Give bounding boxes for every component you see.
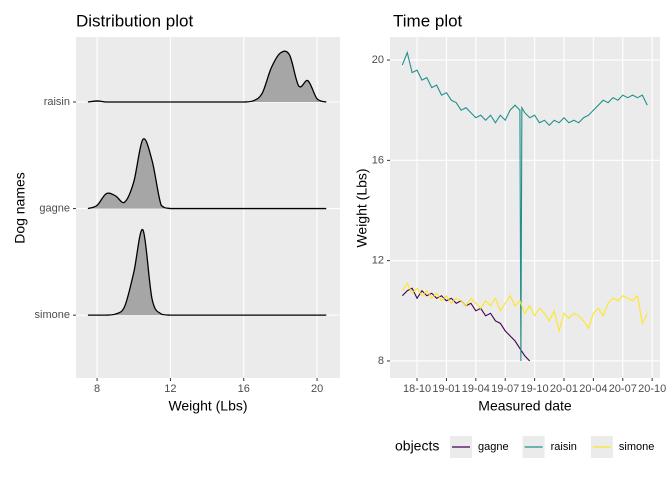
- y-tick-label: 16: [372, 154, 384, 166]
- ridge-area: [87, 138, 327, 209]
- ridge-line: [87, 50, 327, 103]
- y-tick-label: simone: [35, 309, 70, 321]
- chart-title: Distribution plot: [76, 11, 193, 30]
- legend-label: simone: [619, 441, 654, 453]
- y-tick-label: gagne: [39, 202, 70, 214]
- x-tick-label: 20-07: [609, 383, 637, 395]
- x-tick-label: 18-10: [403, 383, 431, 395]
- legend-label: gagne: [478, 441, 509, 453]
- chart-title: Time plot: [393, 11, 463, 30]
- x-axis-title: Measured date: [478, 398, 572, 414]
- y-tick-label: raisin: [44, 96, 70, 108]
- ridge-area: [87, 51, 327, 103]
- y-tick-label: 20: [372, 54, 384, 66]
- y-axis-title: Weight (Lbs): [354, 168, 370, 247]
- ridge-line: [87, 138, 327, 210]
- x-tick-label: 19-04: [462, 383, 490, 395]
- x-tick-label: 20-04: [579, 383, 607, 395]
- x-tick-label: 19-01: [432, 383, 460, 395]
- x-axis-title: Weight (Lbs): [168, 398, 247, 414]
- legend-title: objects: [395, 438, 439, 454]
- x-tick-label: 16: [238, 383, 250, 395]
- series-line: [401, 282, 648, 334]
- x-tick-label: 8: [94, 383, 100, 395]
- legend-item: gagne: [450, 436, 509, 458]
- legend-label: raisin: [551, 441, 577, 453]
- x-tick-label: 20: [311, 383, 323, 395]
- ridge-area: [87, 229, 327, 316]
- y-tick-label: 8: [378, 355, 384, 367]
- x-tick-label: 19-10: [521, 383, 549, 395]
- x-tick-label: 20-10: [638, 383, 666, 395]
- series-line: [401, 50, 648, 361]
- legend-item: raisin: [522, 436, 577, 458]
- legend-item: simone: [590, 436, 654, 458]
- x-tick-label: 20-01: [550, 383, 578, 395]
- y-tick-label: 12: [372, 255, 384, 267]
- x-tick-label: 12: [164, 383, 176, 395]
- y-axis-title: Dog names: [12, 172, 28, 244]
- x-tick-label: 19-07: [491, 383, 519, 395]
- plot-background: [390, 37, 660, 378]
- ridge-line: [87, 229, 327, 316]
